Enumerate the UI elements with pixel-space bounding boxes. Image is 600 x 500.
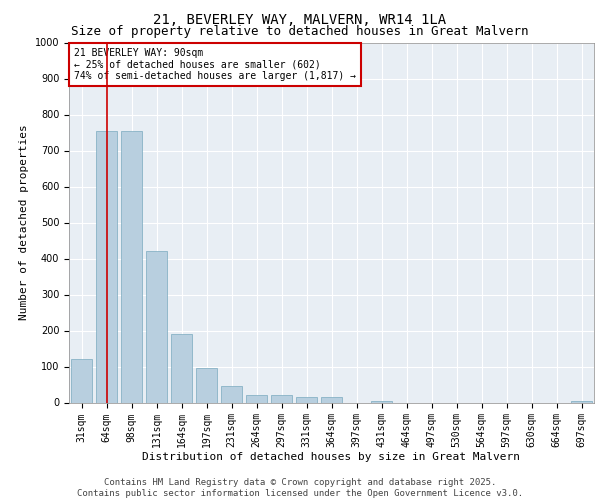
Text: Contains HM Land Registry data © Crown copyright and database right 2025.
Contai: Contains HM Land Registry data © Crown c…: [77, 478, 523, 498]
Bar: [146, 252, 167, 402]
Bar: [171, 334, 192, 402]
Text: 21 BEVERLEY WAY: 90sqm
← 25% of detached houses are smaller (602)
74% of semi-de: 21 BEVERLEY WAY: 90sqm ← 25% of detached…: [74, 48, 356, 81]
X-axis label: Distribution of detached houses by size in Great Malvern: Distribution of detached houses by size …: [143, 452, 521, 462]
Bar: [71, 360, 92, 403]
Text: 21, BEVERLEY WAY, MALVERN, WR14 1LA: 21, BEVERLEY WAY, MALVERN, WR14 1LA: [154, 12, 446, 26]
Bar: [246, 396, 267, 402]
Bar: [121, 130, 142, 402]
Bar: [321, 397, 342, 402]
Text: Size of property relative to detached houses in Great Malvern: Size of property relative to detached ho…: [71, 25, 529, 38]
Bar: [96, 130, 117, 402]
Bar: [221, 386, 242, 402]
Bar: [271, 396, 292, 402]
Y-axis label: Number of detached properties: Number of detached properties: [19, 124, 29, 320]
Bar: [196, 368, 217, 402]
Bar: [571, 400, 592, 402]
Bar: [296, 397, 317, 402]
Bar: [371, 400, 392, 402]
